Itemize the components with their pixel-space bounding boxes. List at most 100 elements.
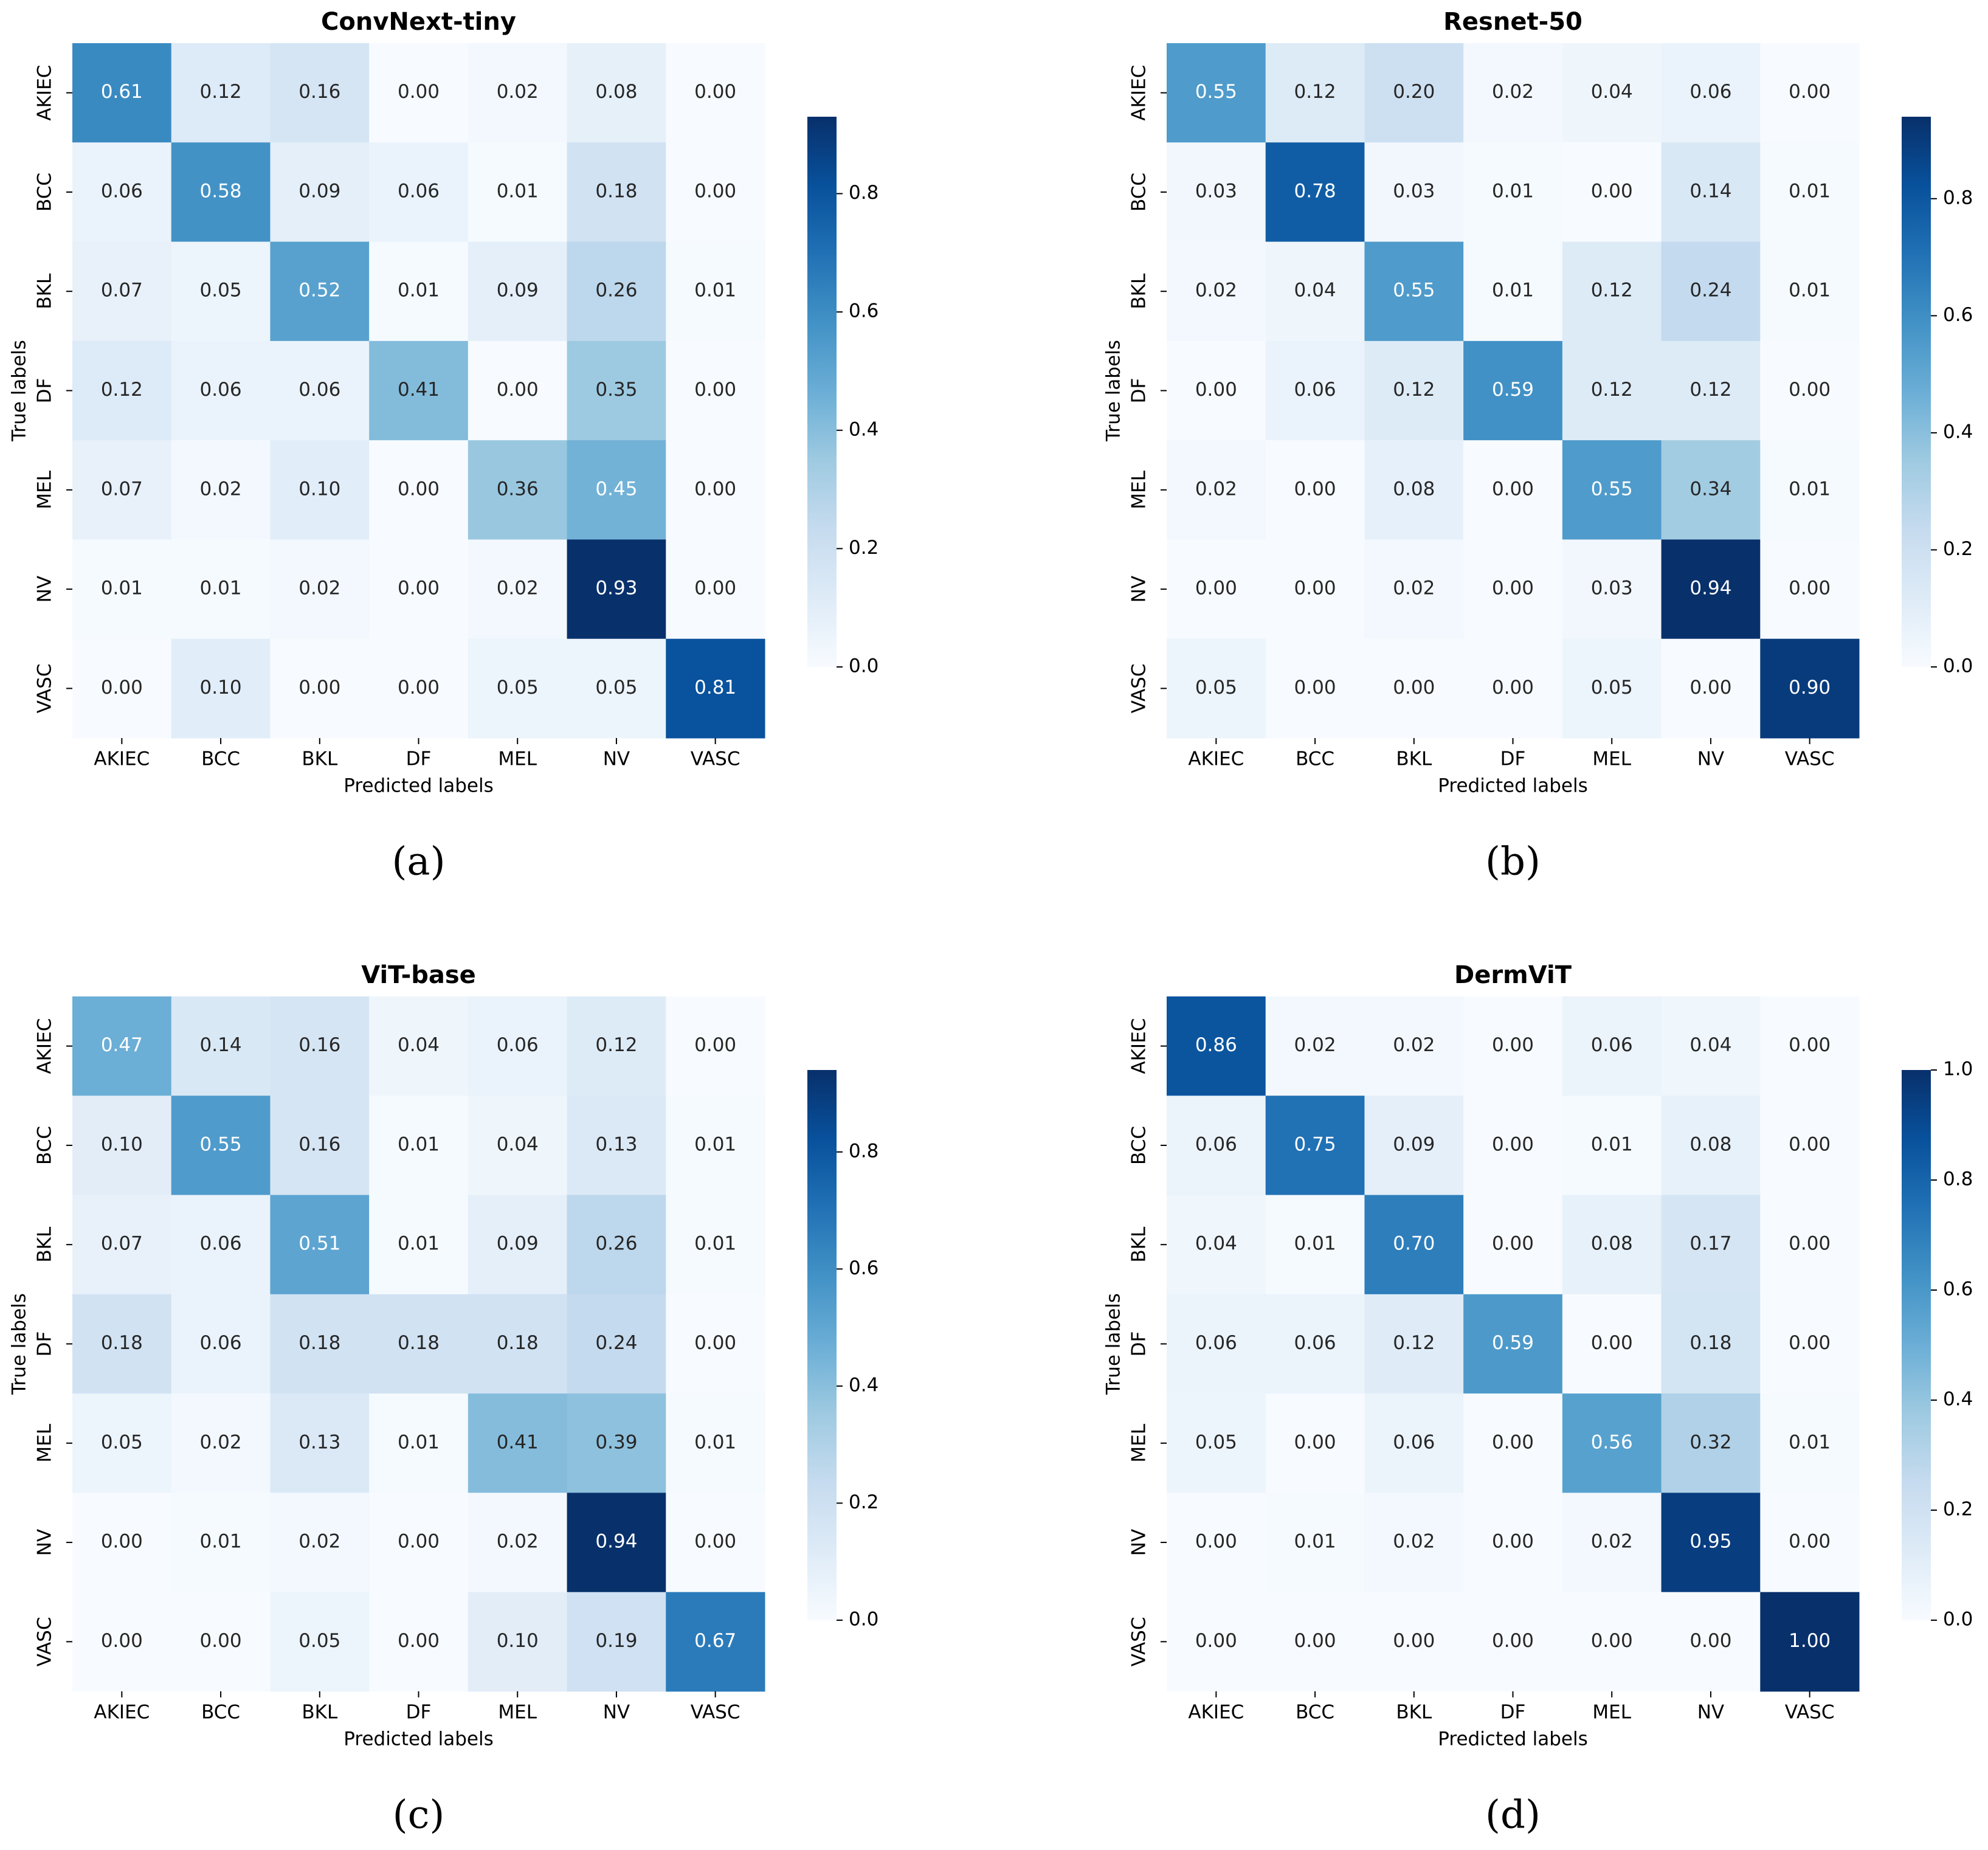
heatmap-cell [1760, 1096, 1860, 1196]
heatmap-cell [1562, 996, 1662, 1096]
heatmap-cell [1463, 142, 1563, 243]
y-tick-label: BCC [34, 1126, 56, 1165]
cell-label: 0.18 [299, 1332, 340, 1354]
x-tick-label: BKL [1396, 1702, 1432, 1724]
heatmap-cell [468, 241, 568, 342]
heatmap-cell [72, 1393, 172, 1493]
heatmap-cell [1265, 539, 1365, 640]
cell-label: 0.18 [1689, 1332, 1731, 1354]
heatmap-cell [1463, 440, 1563, 540]
heatmap-cell [666, 340, 765, 441]
y-axis-label: True labels [1103, 1293, 1125, 1395]
colorbar [807, 117, 837, 667]
heatmap-cell [369, 638, 469, 739]
cell-label: 0.01 [200, 1531, 242, 1553]
heatmap-cell [171, 996, 271, 1096]
cell-label: 0.01 [398, 1233, 440, 1255]
cell-label: 0.13 [299, 1431, 340, 1453]
heatmap-cell [1167, 996, 1266, 1096]
heatmap-cell [270, 638, 370, 739]
colorbar-tick-label: 0.8 [849, 182, 878, 204]
cell-label: 0.35 [595, 379, 637, 401]
cell-label: 0.02 [497, 578, 539, 599]
heatmap-cell [1661, 1096, 1761, 1196]
cell-label: 0.02 [1294, 1034, 1336, 1056]
cell-label: 0.00 [1195, 1531, 1237, 1553]
cell-label: 0.05 [497, 677, 539, 699]
y-tick-label: BKL [1128, 273, 1150, 309]
cell-label: 0.01 [694, 1233, 736, 1255]
heatmap-cell [72, 1294, 172, 1394]
x-tick-label: MEL [498, 1702, 537, 1724]
cell-label: 0.55 [1195, 81, 1237, 103]
heatmap-cell [369, 1195, 469, 1295]
chart-title: Resnet-50 [1443, 8, 1582, 36]
cell-label: 0.00 [101, 677, 143, 699]
cell-label: 0.36 [497, 478, 539, 500]
cell-label: 0.00 [299, 677, 340, 699]
y-tick-label: VASC [1128, 663, 1150, 713]
cell-label: 0.00 [1393, 677, 1435, 699]
heatmap-cell [1167, 340, 1266, 441]
heatmap-cell [270, 1493, 370, 1593]
heatmap-cell [1167, 1592, 1266, 1692]
heatmap-cell [666, 440, 765, 540]
y-tick-label: NV [1128, 1529, 1150, 1556]
cell-label: 0.01 [1294, 1531, 1336, 1553]
cell-label: 0.03 [1393, 180, 1435, 202]
heatmap-cell [468, 1493, 568, 1593]
cell-label: 0.00 [1195, 1630, 1237, 1652]
cell-label: 0.12 [1591, 379, 1633, 401]
y-tick-label: NV [34, 576, 56, 602]
x-tick-label: BCC [1296, 1702, 1334, 1724]
heatmap-cell [1463, 1096, 1563, 1196]
colorbar-tick-label: 0.8 [1943, 187, 1973, 209]
heatmap-cell [1463, 1592, 1563, 1692]
cell-label: 0.01 [398, 1431, 440, 1453]
panel: ConvNext-tiny 0.61 0.12 0.16 0.00 0.02 0.08 0.0… [9, 8, 879, 885]
y-tick-label: MEL [34, 1423, 56, 1462]
cell-label: 0.00 [1492, 1034, 1534, 1056]
colorbar [1902, 1070, 1931, 1620]
x-tick-label: VASC [691, 1702, 740, 1724]
heatmap-cell [1760, 996, 1860, 1096]
heatmap-cell [1265, 1195, 1365, 1295]
cell-label: 0.09 [497, 280, 539, 302]
cell-label: 0.17 [1689, 1233, 1731, 1255]
heatmap-cell [1364, 340, 1464, 441]
heatmap-cell [1167, 638, 1266, 739]
heatmap-cell [369, 1096, 469, 1196]
heatmap-cell [1661, 996, 1761, 1096]
heatmap-cell [468, 996, 568, 1096]
cell-label: 0.01 [398, 280, 440, 302]
cell-label: 0.00 [1492, 578, 1534, 599]
cell-label: 0.81 [694, 677, 736, 699]
heatmap-cell [1562, 638, 1662, 739]
y-tick-label: DF [34, 1331, 56, 1357]
heatmap-cell [1463, 241, 1563, 342]
heatmap-cell [1167, 142, 1266, 243]
heatmap-cell [468, 340, 568, 441]
cell-label: 0.06 [101, 180, 143, 202]
heatmap-cell [468, 43, 568, 143]
cell-label: 0.26 [595, 280, 637, 302]
cell-label: 0.16 [299, 1034, 340, 1056]
heatmap-cell [1760, 340, 1860, 441]
chart-title: ViT-base [361, 961, 476, 989]
cell-label: 0.05 [1591, 677, 1633, 699]
x-tick-label: DF [406, 748, 432, 770]
colorbar-tick-label: 1.0 [1943, 1058, 1973, 1080]
heatmap-cell [270, 539, 370, 640]
colorbar-tick-label: 0.4 [849, 418, 878, 440]
cell-label: 0.06 [1294, 379, 1336, 401]
heatmap-cell [1167, 539, 1266, 640]
heatmap-cell [72, 241, 172, 342]
cell-label: 0.12 [1689, 379, 1731, 401]
heatmap-cell [1562, 340, 1662, 441]
heatmap-cell [567, 440, 666, 540]
cell-label: 0.00 [1789, 81, 1831, 103]
heatmap-cell [1265, 43, 1365, 143]
heatmap-cell [1463, 1493, 1563, 1593]
heatmap-cell [72, 1493, 172, 1593]
cell-label: 0.00 [1789, 379, 1831, 401]
